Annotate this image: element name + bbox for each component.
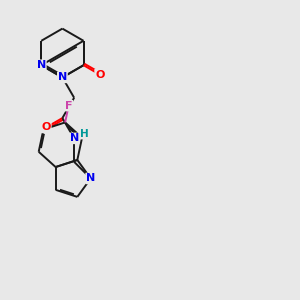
Text: N: N <box>37 60 46 70</box>
Text: N: N <box>58 72 67 82</box>
Text: H: H <box>80 129 88 139</box>
Text: N: N <box>86 173 95 183</box>
Text: O: O <box>95 70 104 80</box>
Text: N: N <box>70 134 79 143</box>
Text: F: F <box>65 100 72 111</box>
Text: O: O <box>41 122 51 132</box>
